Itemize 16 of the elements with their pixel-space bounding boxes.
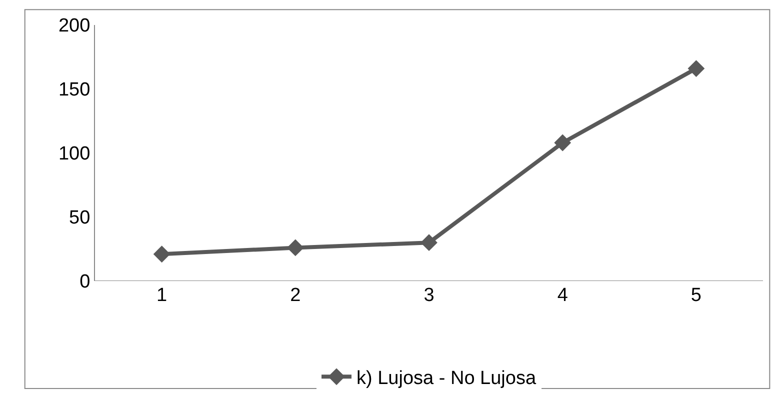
point bbox=[153, 246, 170, 263]
x-tick-label: 1 bbox=[156, 285, 168, 306]
x-tick-label: 3 bbox=[424, 285, 434, 306]
point bbox=[420, 234, 438, 252]
y-tick-label: 200 bbox=[58, 16, 90, 37]
y-tick-label: 0 bbox=[80, 272, 90, 293]
y-tick-label: 50 bbox=[69, 208, 90, 229]
y-tick-label: 100 bbox=[58, 144, 90, 165]
x-tick-label: 4 bbox=[557, 285, 568, 306]
x-tick-label: 2 bbox=[290, 285, 301, 306]
point bbox=[286, 239, 304, 256]
point bbox=[688, 60, 705, 77]
y-tick-label: 150 bbox=[58, 80, 90, 101]
x-tick-label: 5 bbox=[690, 285, 702, 306]
legend-label: k) Lujosa - No Lujosa bbox=[356, 368, 536, 390]
point bbox=[554, 134, 572, 152]
